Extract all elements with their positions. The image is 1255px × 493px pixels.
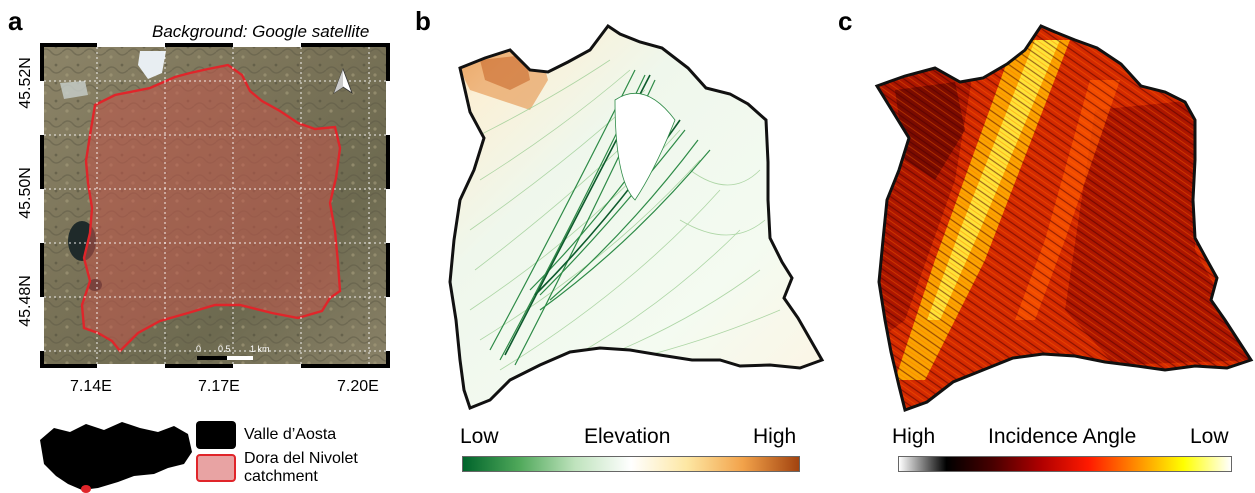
legend-label-catchment: Dora del Nivolet catchment bbox=[244, 450, 358, 485]
elevation-colorbar-title: Elevation bbox=[584, 425, 671, 448]
panel-letter-b: b bbox=[415, 6, 431, 36]
elevation-colorbar-high: High bbox=[753, 425, 797, 448]
basemap-credit: Background: Google satellite bbox=[152, 22, 370, 41]
lat-tick-label: 45.48N bbox=[17, 275, 34, 327]
incidence-colorbar bbox=[898, 456, 1232, 472]
panel-letter-a: a bbox=[8, 6, 23, 36]
scale-bar-label-0: 0 bbox=[196, 344, 202, 354]
snow-patch bbox=[138, 51, 166, 79]
scale-bar bbox=[197, 356, 253, 360]
lon-tick-label: 7.14E bbox=[70, 378, 112, 395]
inset-region-map bbox=[40, 422, 192, 493]
scale-bar-label-km: 1 km bbox=[250, 344, 270, 354]
lat-tick-label: 45.50N bbox=[17, 167, 34, 219]
elevation-colorbar-low: Low bbox=[460, 425, 499, 448]
incidence-colorbar-low: High bbox=[892, 425, 936, 448]
incidence-colorbar-high: Low bbox=[1190, 425, 1229, 448]
elevation-colorbar bbox=[462, 456, 800, 472]
panel-letter-c: c bbox=[838, 6, 853, 36]
incidence-colorbar-title: Incidence Angle bbox=[988, 425, 1137, 448]
legend-label-valle: Valle d’Aosta bbox=[244, 426, 337, 443]
incidence-angle-map bbox=[875, 24, 1253, 412]
lon-tick-label: 7.17E bbox=[198, 378, 240, 395]
catchment-polygon bbox=[80, 63, 342, 353]
north-arrow-icon bbox=[333, 67, 353, 95]
elevation-contour-map bbox=[448, 24, 824, 410]
legend-swatch-valle bbox=[196, 421, 236, 449]
scale-bar-label-mid: 0.5 bbox=[218, 344, 231, 354]
legend-swatch-catchment bbox=[196, 454, 236, 482]
lat-tick-label: 45.52N bbox=[17, 57, 34, 109]
lon-tick-label: 7.20E bbox=[337, 378, 379, 395]
satellite-map bbox=[40, 43, 390, 368]
